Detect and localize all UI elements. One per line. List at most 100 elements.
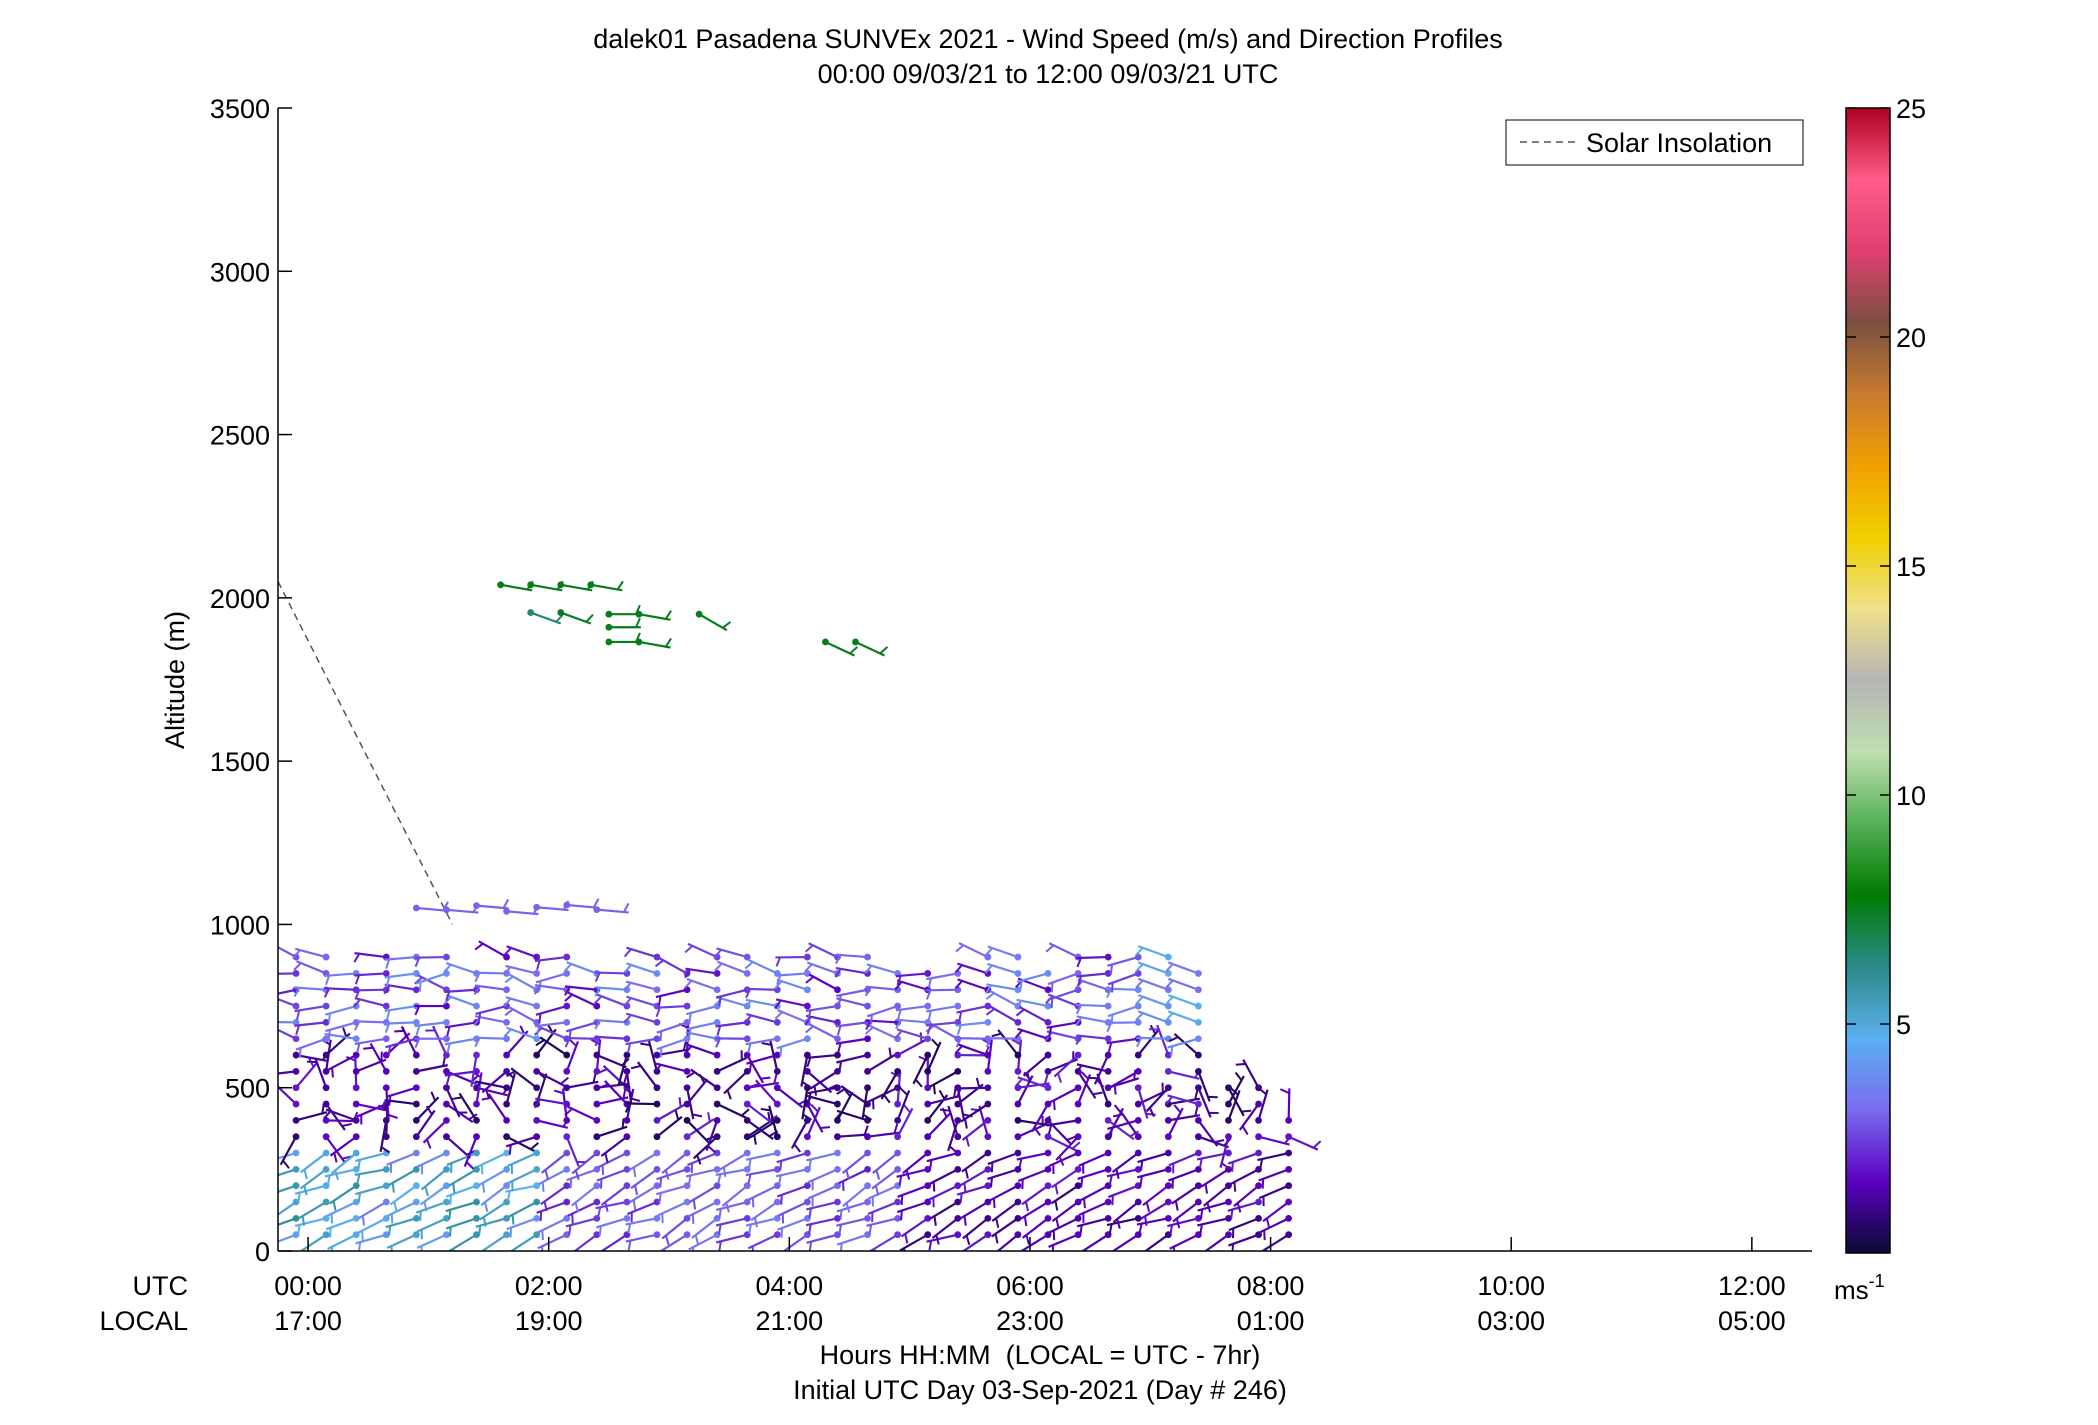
wind-barb-staff	[1137, 961, 1169, 975]
wind-barb-point	[713, 1084, 721, 1092]
wind-barb	[1075, 1002, 1112, 1015]
wind-barb-staff	[925, 988, 958, 992]
wind-barb	[760, 1105, 781, 1141]
wind-barb-flag	[744, 1014, 752, 1024]
wind-barb-point	[503, 1035, 510, 1043]
wind-barb-staff	[386, 1233, 417, 1249]
wind-barb-flag	[687, 1028, 692, 1039]
wind-barb-flag	[264, 944, 272, 950]
wind-barb-flag	[835, 954, 842, 965]
wind-barb-flag	[722, 621, 732, 629]
wind-barb-flag	[264, 996, 271, 1003]
wind-barb-staff	[1167, 1094, 1199, 1106]
wind-barb-point	[1104, 1084, 1112, 1092]
wind-barb-point	[593, 1002, 601, 1010]
wind-barb-staff	[990, 1217, 1019, 1238]
wind-barb-flag	[1011, 1038, 1022, 1046]
wind-barb-flag	[1092, 1091, 1103, 1096]
wind-barb-staff	[590, 583, 623, 592]
wind-barb-point	[412, 1019, 420, 1026]
wind-barb-staff	[448, 1168, 478, 1187]
wind-barb-point	[653, 1198, 661, 1206]
wind-barb	[507, 1165, 541, 1191]
wind-barb-flag	[810, 1103, 819, 1113]
wind-barb-flag	[361, 1215, 366, 1226]
wind-barb	[1149, 1024, 1172, 1059]
wind-barb-point	[563, 1149, 571, 1157]
wind-barb-point	[503, 1231, 510, 1239]
wind-barb-flag	[623, 902, 630, 913]
wind-barb	[564, 991, 601, 1010]
wind-barb	[692, 1133, 721, 1165]
wind-barb	[955, 1019, 992, 1035]
wind-barb-staff	[659, 1233, 688, 1251]
wind-barb-point	[834, 1084, 841, 1092]
wind-barb-staff	[1096, 1073, 1110, 1105]
wind-barb-staff	[1048, 1152, 1079, 1168]
wind-barb-point	[635, 638, 643, 646]
wind-barb	[805, 1051, 841, 1068]
wind-barb-staff	[596, 1054, 627, 1069]
wind-barb-staff	[294, 947, 327, 959]
wind-barb-point	[803, 1182, 811, 1190]
wind-barb	[415, 1198, 450, 1221]
wind-barb-flag	[836, 1087, 846, 1095]
wind-barb-flag	[1115, 1168, 1120, 1179]
wind-barb-staff	[416, 1233, 447, 1249]
wind-barb-flag	[1140, 1160, 1144, 1171]
wind-barb-flag	[627, 1240, 632, 1251]
wind-barb	[563, 898, 600, 909]
wind-barb	[661, 1214, 691, 1246]
wind-barb-flag	[984, 984, 992, 995]
wind-barb-staff	[626, 995, 658, 1008]
wind-barb-flag	[653, 1064, 662, 1074]
wind-barb-flag	[1015, 1008, 1025, 1017]
wind-barb-point	[473, 1182, 480, 1190]
wind-barb	[705, 1116, 721, 1154]
wind-barb-flag	[594, 1036, 601, 1047]
wind-barb-flag	[385, 959, 391, 969]
wind-barb-point	[803, 1002, 811, 1010]
wind-barb-point	[352, 1149, 360, 1157]
wind-barb-flag	[301, 1215, 306, 1226]
wind-barb-point	[683, 1067, 691, 1075]
wind-barb	[446, 1182, 480, 1205]
wind-barb-staff	[1016, 998, 1049, 1008]
wind-barb	[989, 1182, 1022, 1209]
wind-barb	[985, 1005, 1022, 1026]
wind-barb-flag	[964, 1168, 969, 1179]
wind-barb-staff	[1106, 1168, 1139, 1178]
wind-barb-point	[924, 1231, 932, 1239]
wind-barb-staff	[947, 1120, 959, 1152]
wind-barb-staff	[625, 1012, 658, 1024]
wind-barb-point	[443, 1165, 450, 1173]
wind-barb-point	[834, 1149, 841, 1157]
wind-barb	[959, 1165, 992, 1193]
wind-barb-flag	[984, 947, 993, 956]
wind-barb	[626, 1198, 661, 1223]
wind-barb	[805, 1084, 841, 1103]
wind-barb-staff	[1167, 977, 1199, 991]
wind-barb	[477, 1149, 510, 1175]
wind-barb-flag	[264, 1027, 271, 1033]
wind-barb-staff	[565, 1217, 598, 1228]
wind-barb-flag	[1194, 1106, 1199, 1117]
wind-barb-point	[1044, 1067, 1052, 1075]
wind-barb-flag	[776, 974, 782, 985]
wind-barb-staff	[1167, 1107, 1184, 1138]
wind-barb-staff	[354, 972, 387, 977]
wind-barb-point	[713, 1165, 721, 1173]
wind-barb	[278, 1085, 300, 1108]
wind-barb-point	[1285, 1165, 1293, 1173]
wind-barb	[1074, 1071, 1092, 1108]
wind-barb-point	[533, 1067, 541, 1075]
wind-barb-point	[352, 1116, 360, 1124]
wind-barb	[329, 1133, 360, 1163]
wind-barb-point	[443, 1214, 450, 1222]
wind-barb	[721, 1182, 751, 1213]
wind-barb-point	[1104, 1067, 1112, 1075]
wind-barb-staff	[1137, 977, 1169, 991]
wind-barb-flag	[503, 1028, 512, 1038]
wind-barb	[452, 1092, 480, 1124]
wind-barb-staff	[656, 1048, 689, 1057]
